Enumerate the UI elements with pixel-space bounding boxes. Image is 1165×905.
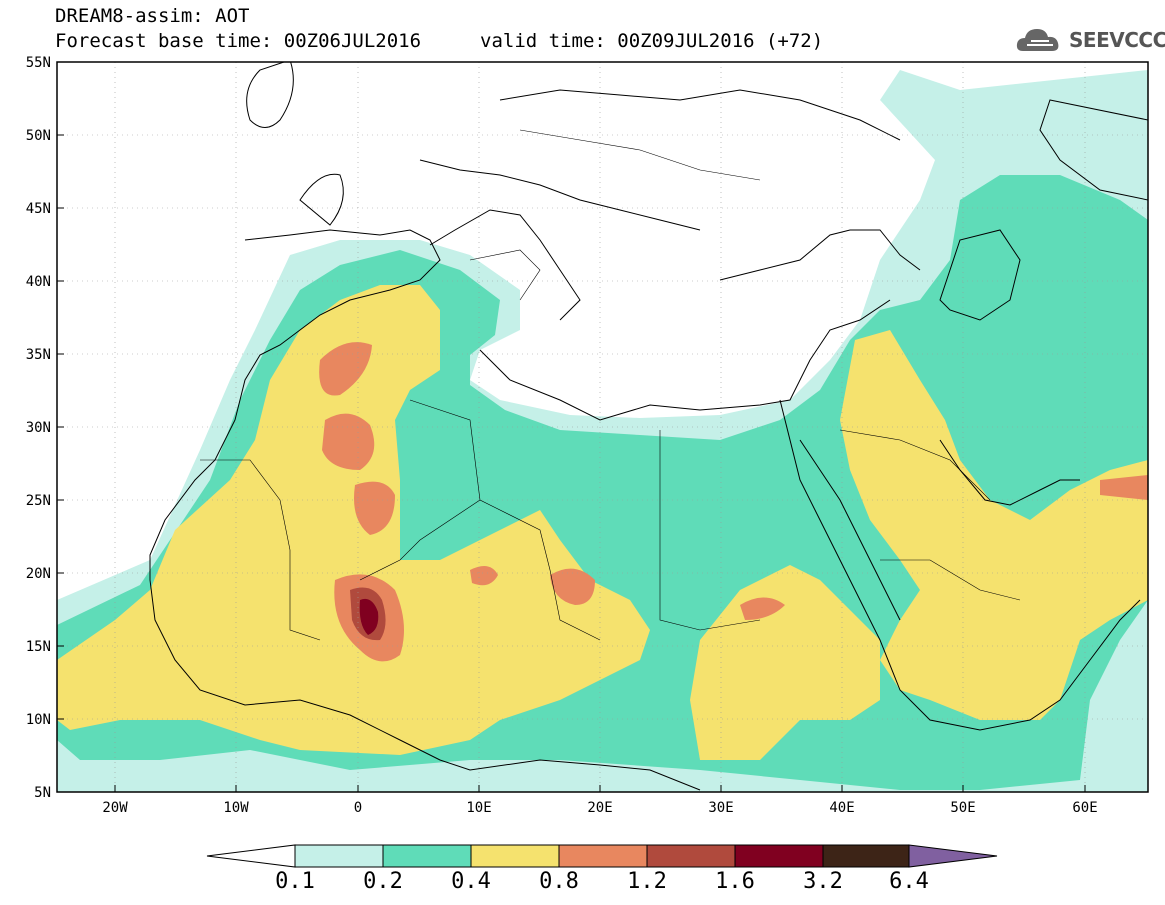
colorbar-swatch [382, 844, 472, 868]
colorbar-swatch [822, 844, 910, 868]
colorbar-label: 1.2 [627, 869, 667, 894]
aot-band-0.8-a [322, 413, 375, 470]
lat-label: 50N [26, 128, 51, 144]
colorbar-label: 0.4 [451, 869, 491, 894]
colorbar-label: 0.2 [363, 869, 403, 894]
colorbar-high-arrow [908, 844, 998, 868]
forecast-base-time: Forecast base time: 00Z06JUL2016 [55, 30, 422, 52]
aot-band-0.4-arabia [840, 330, 1148, 720]
lon-label: 20W [102, 800, 128, 816]
lon-label: 60E [1072, 800, 1097, 816]
lon-label: 20E [587, 800, 612, 816]
lat-label: 40N [26, 274, 51, 290]
lat-label: 25N [26, 493, 51, 509]
aot-band-1.6 [359, 598, 379, 635]
lon-label: 30E [708, 800, 733, 816]
colorbar-swatch [294, 844, 384, 868]
map-title: DREAM8-assim: AOT [55, 5, 250, 27]
aot-band-0.8-b [354, 481, 395, 535]
coastlines [149, 62, 1148, 791]
seevccc-logo: SEEVCCC [1015, 22, 1165, 58]
cloud-icon [1016, 29, 1059, 51]
lon-label: 0 [354, 800, 362, 816]
aot-band-0.8-c [319, 342, 372, 396]
lat-label: 30N [26, 420, 51, 436]
colorbar-swatch [734, 844, 824, 868]
aot-band-0.4-east [690, 565, 880, 760]
colorbar-label: 0.1 [275, 869, 315, 894]
lon-labels: 20W 10W 0 10E 20E 30E 40E 50E 60E [102, 800, 1097, 816]
lat-label: 5N [34, 785, 51, 801]
colorbar-label: 6.4 [889, 869, 929, 894]
lat-label: 15N [26, 639, 51, 655]
aot-band-0.8-g [740, 597, 785, 620]
aot-field [57, 62, 1148, 792]
colorbar-swatch [558, 844, 648, 868]
colorbar-swatch [470, 844, 560, 868]
colorbar [206, 844, 998, 868]
lat-label: 10N [26, 712, 51, 728]
logo-text: SEEVCCC [1069, 28, 1165, 52]
lat-label: 55N [26, 55, 51, 71]
colorbar-label: 3.2 [803, 869, 843, 894]
valid-time: valid time: 00Z09JUL2016 (+72) [480, 30, 824, 52]
lat-label: 45N [26, 201, 51, 217]
tick-marks [57, 61, 1086, 793]
lat-labels: 55N 50N 45N 40N 35N 30N 25N 20N 15N 10N … [26, 55, 51, 801]
lon-label: 10W [223, 800, 249, 816]
lat-label: 35N [26, 347, 51, 363]
lon-label: 40E [829, 800, 854, 816]
lon-label: 10E [466, 800, 491, 816]
lon-label: 50E [950, 800, 975, 816]
colorbar-swatch [646, 844, 736, 868]
aot-band-0.4 [57, 285, 650, 755]
aot-band-0.8-f [470, 566, 498, 586]
colorbar-label: 0.8 [539, 869, 579, 894]
country-borders [200, 129, 1021, 641]
colorbar-label: 1.6 [715, 869, 755, 894]
lat-label: 20N [26, 566, 51, 582]
grid-lines [57, 62, 1148, 792]
aot-band-0.8-h [1100, 475, 1148, 500]
aot-band-0.8-e [550, 568, 595, 605]
colorbar-low-arrow [206, 844, 296, 868]
